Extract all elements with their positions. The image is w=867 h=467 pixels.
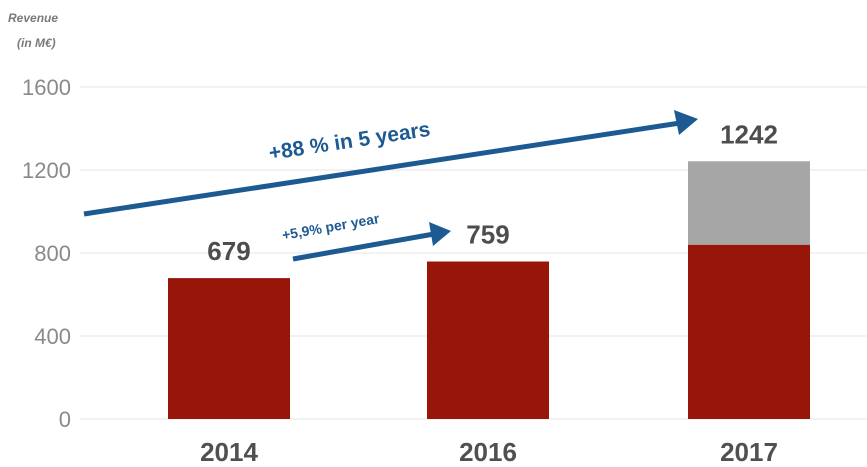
growth-arrowhead-short xyxy=(429,222,451,246)
data-label: 1242 xyxy=(720,119,778,149)
data-labels: 679 759 1242 xyxy=(207,119,778,266)
y-tick-label: 1200 xyxy=(22,158,71,183)
bar-stacked-segment xyxy=(688,161,810,245)
growth-arrow-long xyxy=(83,120,681,217)
y-tick-label: 1600 xyxy=(22,75,71,100)
y-tick-label: 400 xyxy=(34,324,71,349)
x-tick-label: 2016 xyxy=(459,437,517,467)
x-tick-label: 2017 xyxy=(720,437,778,467)
bar-base xyxy=(427,261,549,419)
annotation-annual-growth-text: +5,9% per year xyxy=(281,210,381,243)
annotation-total-growth-text: +88 % in 5 years xyxy=(267,118,431,165)
data-label: 679 xyxy=(207,236,250,266)
data-label: 759 xyxy=(466,220,509,250)
bars xyxy=(168,161,810,419)
bar-base xyxy=(688,244,810,419)
growth-arrow-short xyxy=(292,231,435,262)
y-tick-label: 0 xyxy=(59,407,71,432)
x-tick-label: 2014 xyxy=(200,437,258,467)
x-axis-ticks: 2014 2016 2017 xyxy=(200,437,778,467)
growth-arrowhead-long xyxy=(674,110,698,135)
bar-base xyxy=(168,278,290,419)
y-tick-label: 800 xyxy=(34,241,71,266)
annotation-total-growth: +88 % in 5 years xyxy=(83,110,698,217)
annotation-annual-growth: +5,9% per year xyxy=(281,210,451,262)
y-axis-label-line-2: (in M€) xyxy=(17,36,56,50)
y-axis-ticks: 0 400 800 1200 1600 xyxy=(22,75,71,432)
y-axis-label-line-1: Revenue xyxy=(8,11,58,25)
